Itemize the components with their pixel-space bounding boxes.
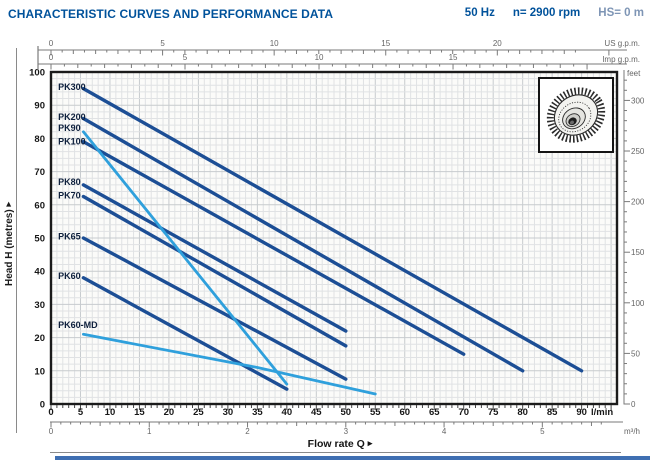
right-arrow-icon: ▸ xyxy=(367,438,373,448)
flow-tick-label: 50 xyxy=(341,407,352,418)
usgpm-ruler-tick-label: 0 xyxy=(49,39,54,48)
m3h-tick-label: 2 xyxy=(245,427,250,436)
pump-curve-pk60-md xyxy=(82,332,377,396)
pump-curve-pk65 xyxy=(81,236,348,381)
x-axis-label-text: Flow rate Q xyxy=(307,438,365,450)
speed-value: n= 2900 rpm xyxy=(512,7,581,19)
pump-curve-pk80 xyxy=(81,183,348,333)
head-tick-label: 70 xyxy=(34,167,45,178)
usgpm-ruler-tick-label: 15 xyxy=(381,39,390,48)
pump-curve-pk90 xyxy=(82,130,289,386)
head-tick-label: 0 xyxy=(40,400,45,411)
impgpm-ruler-tick-label: 15 xyxy=(449,53,458,62)
suction-head-value: HS= 0 m xyxy=(598,7,644,19)
flow-tick-label: 10 xyxy=(105,407,116,418)
section-divider-bar xyxy=(55,456,650,460)
head-tick-label: 50 xyxy=(34,234,45,245)
head-tick-label: 60 xyxy=(34,200,45,211)
x-axis-label: Flow rate Q ▸ xyxy=(190,438,490,450)
head-tick-label: 30 xyxy=(34,300,45,311)
flow-tick-label: 65 xyxy=(429,407,440,418)
flow-tick-label: 40 xyxy=(282,407,293,418)
usgpm-ruler-tick-label: 10 xyxy=(270,39,279,48)
feet-unit-label: feet xyxy=(627,69,641,78)
curve-label: PK90 xyxy=(58,123,81,133)
feet-tick-label: 150 xyxy=(631,248,645,257)
flow-tick-label: 20 xyxy=(164,407,175,418)
flow-tick-label: 60 xyxy=(399,407,410,418)
curve-label: PK60-MD xyxy=(58,320,98,330)
head-tick-label: 100 xyxy=(29,68,45,79)
curve-label: PK300 xyxy=(58,82,86,92)
curve-label: PK60 xyxy=(58,271,81,281)
curve-label: PK100 xyxy=(58,137,86,147)
flow-tick-label: 15 xyxy=(134,407,145,418)
m3h-tick-label: 4 xyxy=(442,427,447,436)
us-gpm-unit-label: US g.p.m. xyxy=(604,39,640,48)
impeller-image-frame xyxy=(538,77,614,153)
imp-gpm-unit-label: Imp g.p.m. xyxy=(602,55,640,64)
pump-curve-pk70 xyxy=(81,194,348,348)
m3h-tick-label: 0 xyxy=(49,427,54,436)
m3h-unit-label: m³/h xyxy=(624,427,640,436)
flow-tick-label: 0 xyxy=(48,407,53,418)
feet-tick-label: 300 xyxy=(631,96,645,105)
frequency-value: 50 Hz xyxy=(464,7,495,19)
m3h-tick-label: 1 xyxy=(147,427,152,436)
flow-tick-label: 70 xyxy=(458,407,469,418)
pump-curve-pk60 xyxy=(81,276,289,391)
pump-curve-pk200 xyxy=(81,116,525,373)
head-tick-label: 90 xyxy=(34,101,45,112)
usgpm-ruler-tick-label: 20 xyxy=(493,39,502,48)
flow-tick-label: 45 xyxy=(311,407,322,418)
feet-tick-label: 0 xyxy=(631,400,636,409)
flow-tick-label: 5 xyxy=(78,407,84,418)
left-margin-rule xyxy=(16,48,17,433)
operating-conditions: 50 Hz n= 2900 rpm HS= 0 m xyxy=(465,7,644,19)
m3h-tick-label: 5 xyxy=(540,427,545,436)
flow-tick-label: 80 xyxy=(517,407,528,418)
curve-label: PK200 xyxy=(58,112,86,122)
feet-tick-label: 50 xyxy=(631,349,640,358)
flow-tick-label: 55 xyxy=(370,407,381,418)
flow-tick-label: 75 xyxy=(488,407,499,418)
impeller-icon xyxy=(546,87,606,143)
flow-tick-label: 30 xyxy=(223,407,234,418)
feet-tick-label: 250 xyxy=(631,147,645,156)
up-arrow-icon: ▸ xyxy=(3,202,13,207)
bottom-margin-rule xyxy=(50,452,621,453)
pump-curve-pk100 xyxy=(81,140,466,356)
curve-label: PK65 xyxy=(58,231,81,241)
feet-tick-label: 100 xyxy=(631,299,645,308)
plot-border xyxy=(49,70,619,406)
head-tick-label: 20 xyxy=(34,333,45,344)
curve-label: PK80 xyxy=(58,177,81,187)
flow-tick-label: 25 xyxy=(193,407,204,418)
flow-tick-label: 85 xyxy=(547,407,558,418)
impgpm-ruler-tick-label: 10 xyxy=(315,53,324,62)
head-tick-label: 40 xyxy=(34,267,45,278)
y-axis-label: Head H (metres) ▸ xyxy=(3,174,18,314)
usgpm-ruler-tick-label: 5 xyxy=(160,39,165,48)
head-tick-label: 10 xyxy=(34,366,45,377)
impgpm-ruler-tick-label: 5 xyxy=(183,53,188,62)
flow-tick-label: 90 xyxy=(576,407,587,418)
m3h-tick-label: 3 xyxy=(344,427,349,436)
head-tick-label: 80 xyxy=(34,134,45,145)
flow-tick-label: 35 xyxy=(252,407,263,418)
page-title: CHARACTERISTIC CURVES AND PERFORMANCE DA… xyxy=(8,7,334,21)
impgpm-ruler-tick-label: 0 xyxy=(49,53,54,62)
y-axis-label-text: Head H (metres) xyxy=(4,209,15,287)
pump-curve-pk300 xyxy=(81,86,584,373)
lmin-unit-label: l/min xyxy=(591,407,613,418)
curve-label: PK70 xyxy=(58,191,81,201)
feet-tick-label: 200 xyxy=(631,198,645,207)
